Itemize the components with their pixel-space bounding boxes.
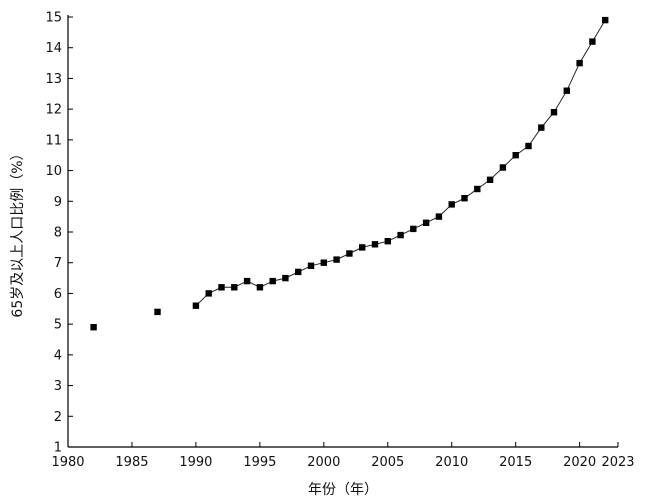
data-point xyxy=(371,241,379,248)
x-tick-label: 2015 xyxy=(499,455,532,470)
y-tick-label: 1 xyxy=(54,441,62,456)
data-point xyxy=(525,142,532,150)
y-tick-label: 2 xyxy=(54,410,62,425)
y-tick-label: 15 xyxy=(45,11,62,26)
data-point xyxy=(589,38,596,45)
y-tick-label: 11 xyxy=(45,133,62,148)
x-tick-label: 1985 xyxy=(115,455,148,470)
data-point xyxy=(295,268,302,276)
series-group xyxy=(90,16,609,331)
data-point xyxy=(256,284,264,291)
data-point xyxy=(474,185,481,193)
y-tick-label: 9 xyxy=(54,195,62,210)
data-point xyxy=(320,259,327,266)
data-point xyxy=(448,201,455,208)
data-point xyxy=(602,16,609,24)
x-tick-label: 2023 xyxy=(601,455,634,470)
data-point xyxy=(384,238,391,245)
y-tick-label: 3 xyxy=(54,379,62,394)
y-axis-title: 65岁及以上人口比例（%） xyxy=(10,146,26,317)
data-point xyxy=(512,152,519,159)
data-point xyxy=(359,244,366,251)
data-point xyxy=(538,124,545,131)
data-point xyxy=(499,164,507,171)
x-ticks: 1980 1985 1990 1995 2000 2005 2010 2015 2020 2023 xyxy=(51,442,635,470)
data-point xyxy=(231,284,238,291)
series-line xyxy=(195,19,606,307)
x-tick-label: 2010 xyxy=(435,455,468,470)
data-point xyxy=(218,284,225,291)
x-tick-label: 1980 xyxy=(51,455,84,470)
data-point xyxy=(243,277,251,285)
data-point xyxy=(205,290,212,297)
y-tick-label: 10 xyxy=(45,164,62,179)
data-point xyxy=(333,256,340,263)
y-tick-label: 14 xyxy=(45,41,62,56)
data-point xyxy=(550,109,558,116)
axes xyxy=(67,15,618,448)
data-point xyxy=(422,219,430,226)
x-axis-title: 年份（年） xyxy=(308,482,378,498)
y-tick-label: 12 xyxy=(45,103,62,118)
data-point xyxy=(282,274,289,282)
data-point xyxy=(346,250,353,257)
y-tick-label: 13 xyxy=(45,72,62,87)
data-point xyxy=(435,213,443,220)
data-point xyxy=(192,302,200,309)
data-point xyxy=(90,324,97,331)
x-tick-label: 2005 xyxy=(371,455,404,470)
y-tick-label: 6 xyxy=(54,287,62,302)
x-tick-label: 2020 xyxy=(563,455,596,470)
x-tick-label: 2000 xyxy=(307,455,340,470)
y-tick-label: 8 xyxy=(54,226,62,241)
data-point xyxy=(563,87,570,94)
data-point xyxy=(269,277,276,285)
y-tick-label: 4 xyxy=(54,348,62,363)
data-point xyxy=(486,176,494,183)
data-point xyxy=(397,231,404,239)
data-point xyxy=(410,225,417,233)
data-point xyxy=(154,308,161,316)
data-point xyxy=(576,59,583,67)
x-tick-label: 1995 xyxy=(243,455,276,470)
x-tick-label: 1990 xyxy=(179,455,212,470)
data-point xyxy=(307,262,315,269)
y-tick-label: 5 xyxy=(54,318,62,333)
data-point xyxy=(461,195,468,202)
y-tick-label: 7 xyxy=(54,256,62,271)
